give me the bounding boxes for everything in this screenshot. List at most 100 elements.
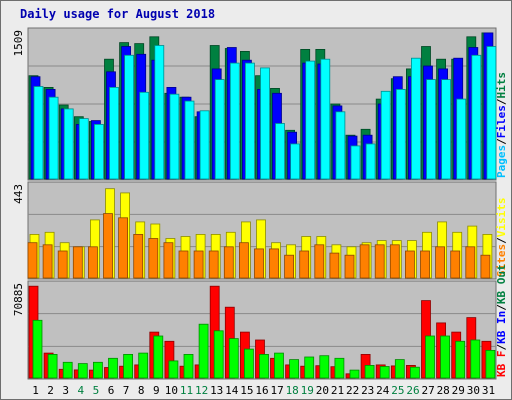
bar-sites-day-15: [238, 242, 249, 279]
x-tick-label: 18: [286, 384, 299, 397]
bar-kb-out-day-17: [274, 352, 284, 379]
x-tick-label: 17: [270, 384, 283, 397]
y-max-label: 70885: [12, 283, 25, 316]
x-tick-label: 6: [108, 384, 115, 397]
legend-entry: /: [495, 304, 508, 311]
bar-kb-out-day-16: [259, 353, 269, 379]
legend-visits: Sites/Visits: [495, 198, 508, 278]
x-tick-label: 21: [331, 384, 344, 397]
legend-entry: /: [495, 98, 508, 105]
bar-sites-day-3: [57, 250, 68, 279]
bar-pages-day-9: [154, 45, 165, 180]
bar-kb-out-day-25: [394, 359, 405, 379]
bar-pages-day-31: [486, 46, 497, 180]
bar-sites-day-6: [103, 213, 113, 279]
bar-pages-day-12: [199, 110, 210, 180]
bar-pages-day-13: [214, 79, 225, 180]
x-tick-label: 12: [195, 384, 208, 397]
bar-kb-out-day-31: [485, 349, 496, 379]
bar-pages-day-16: [260, 67, 270, 180]
bar-pages-day-29: [456, 98, 467, 180]
x-tick-label: 23: [361, 384, 374, 397]
bar-kb-out-day-24: [379, 366, 390, 379]
bar-kb-out-day-10: [168, 360, 179, 379]
x-tick-label: 27: [421, 384, 434, 397]
bar-pages-day-14: [229, 62, 240, 180]
bar-pages-day-18: [290, 143, 301, 180]
bar-kb-out-day-5: [93, 361, 103, 379]
x-tick-label: 2: [47, 384, 54, 397]
bar-kb-out-day-27: [425, 335, 435, 379]
bar-kb-out-day-23: [364, 364, 375, 379]
x-tick-label: 30: [467, 384, 480, 397]
bar-pages-day-6: [109, 87, 119, 180]
bar-sites-day-28: [435, 246, 446, 279]
x-tick-label: 25: [391, 384, 404, 397]
bar-sites-day-26: [404, 250, 415, 279]
bar-pages-day-27: [426, 79, 436, 180]
bar-pages-day-10: [169, 93, 180, 180]
bar-sites-day-1: [27, 242, 38, 279]
bar-sites-day-21: [329, 252, 340, 279]
legend-entry: Hits: [495, 72, 508, 99]
bar-sites-day-29: [450, 250, 461, 279]
bar-sites-day-25: [389, 244, 400, 279]
x-tick-label: 1: [32, 384, 39, 397]
bar-kb-out-day-9: [153, 335, 164, 379]
x-tick-label: 3: [62, 384, 69, 397]
bar-pages-day-30: [471, 54, 482, 180]
bar-sites-day-13: [208, 250, 219, 279]
bar-kb-out-day-14: [228, 338, 239, 379]
x-tick-label: 19: [301, 384, 314, 397]
bar-kb-out-day-11: [183, 353, 194, 379]
bar-sites-day-12: [193, 250, 204, 279]
legend-entry: KB Out: [495, 264, 508, 304]
bar-sites-day-16: [254, 248, 264, 279]
x-tick-label: 7: [123, 384, 130, 397]
x-tick-label: 24: [376, 384, 390, 397]
bar-pages-day-25: [395, 89, 406, 180]
bar-kb-out-day-13: [213, 330, 224, 379]
x-tick-label: 10: [165, 384, 178, 397]
y-max-label: 1509: [12, 30, 25, 57]
bar-sites-day-22: [344, 254, 355, 279]
bar-sites-day-19: [299, 250, 310, 279]
bar-pages-day-11: [184, 100, 195, 180]
x-tick-label: 20: [316, 384, 329, 397]
bar-sites-day-17: [269, 248, 279, 279]
chart-title: Daily usage for August 2018: [20, 7, 215, 21]
bar-kb-out-day-18: [289, 359, 300, 379]
bar-kb-out-day-30: [470, 339, 481, 379]
bar-kb-out-day-3: [62, 361, 73, 379]
legend-entry: Files: [495, 105, 508, 138]
bar-pages-day-20: [320, 58, 331, 180]
legend-entry: Sites: [495, 244, 508, 277]
bar-pages-day-24: [380, 90, 391, 180]
legend-entry: KB F: [495, 351, 508, 378]
bar-kb-out-day-8: [138, 352, 149, 379]
bar-sites-day-24: [374, 244, 385, 279]
bar-kb-out-day-29: [455, 340, 466, 379]
bar-sites-day-4: [72, 246, 83, 279]
x-tick-label: 28: [437, 384, 450, 397]
bar-pages-day-17: [275, 123, 285, 180]
x-tick-label: 14: [225, 384, 239, 397]
bar-pages-day-23: [365, 143, 376, 180]
legend-entry: /: [495, 344, 508, 351]
bar-sites-day-30: [465, 246, 476, 279]
bar-pages-day-3: [63, 108, 74, 180]
x-tick-label: 11: [180, 384, 193, 397]
x-tick-label: 13: [210, 384, 223, 397]
x-tick-label: 29: [452, 384, 465, 397]
legend-entry: /: [495, 237, 508, 244]
bar-sites-day-23: [359, 244, 370, 279]
bar-pages-day-19: [305, 60, 316, 180]
bar-kb-out-day-6: [108, 357, 118, 379]
bar-sites-day-14: [223, 246, 234, 279]
legend-entry: /: [495, 138, 508, 145]
bar-pages-day-1: [33, 86, 44, 180]
bar-kb-out-day-15: [243, 348, 254, 379]
bar-pages-day-26: [410, 57, 421, 180]
